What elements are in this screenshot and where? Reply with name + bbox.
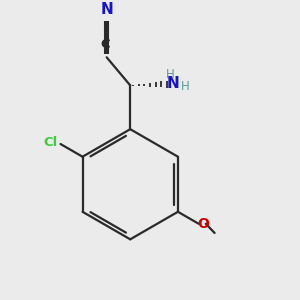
Text: N: N [100,2,113,17]
Text: O: O [197,217,209,231]
Text: C: C [100,38,110,51]
Text: H: H [181,80,190,93]
Text: H: H [166,68,175,81]
Text: N: N [167,76,179,92]
Text: Cl: Cl [43,136,57,149]
